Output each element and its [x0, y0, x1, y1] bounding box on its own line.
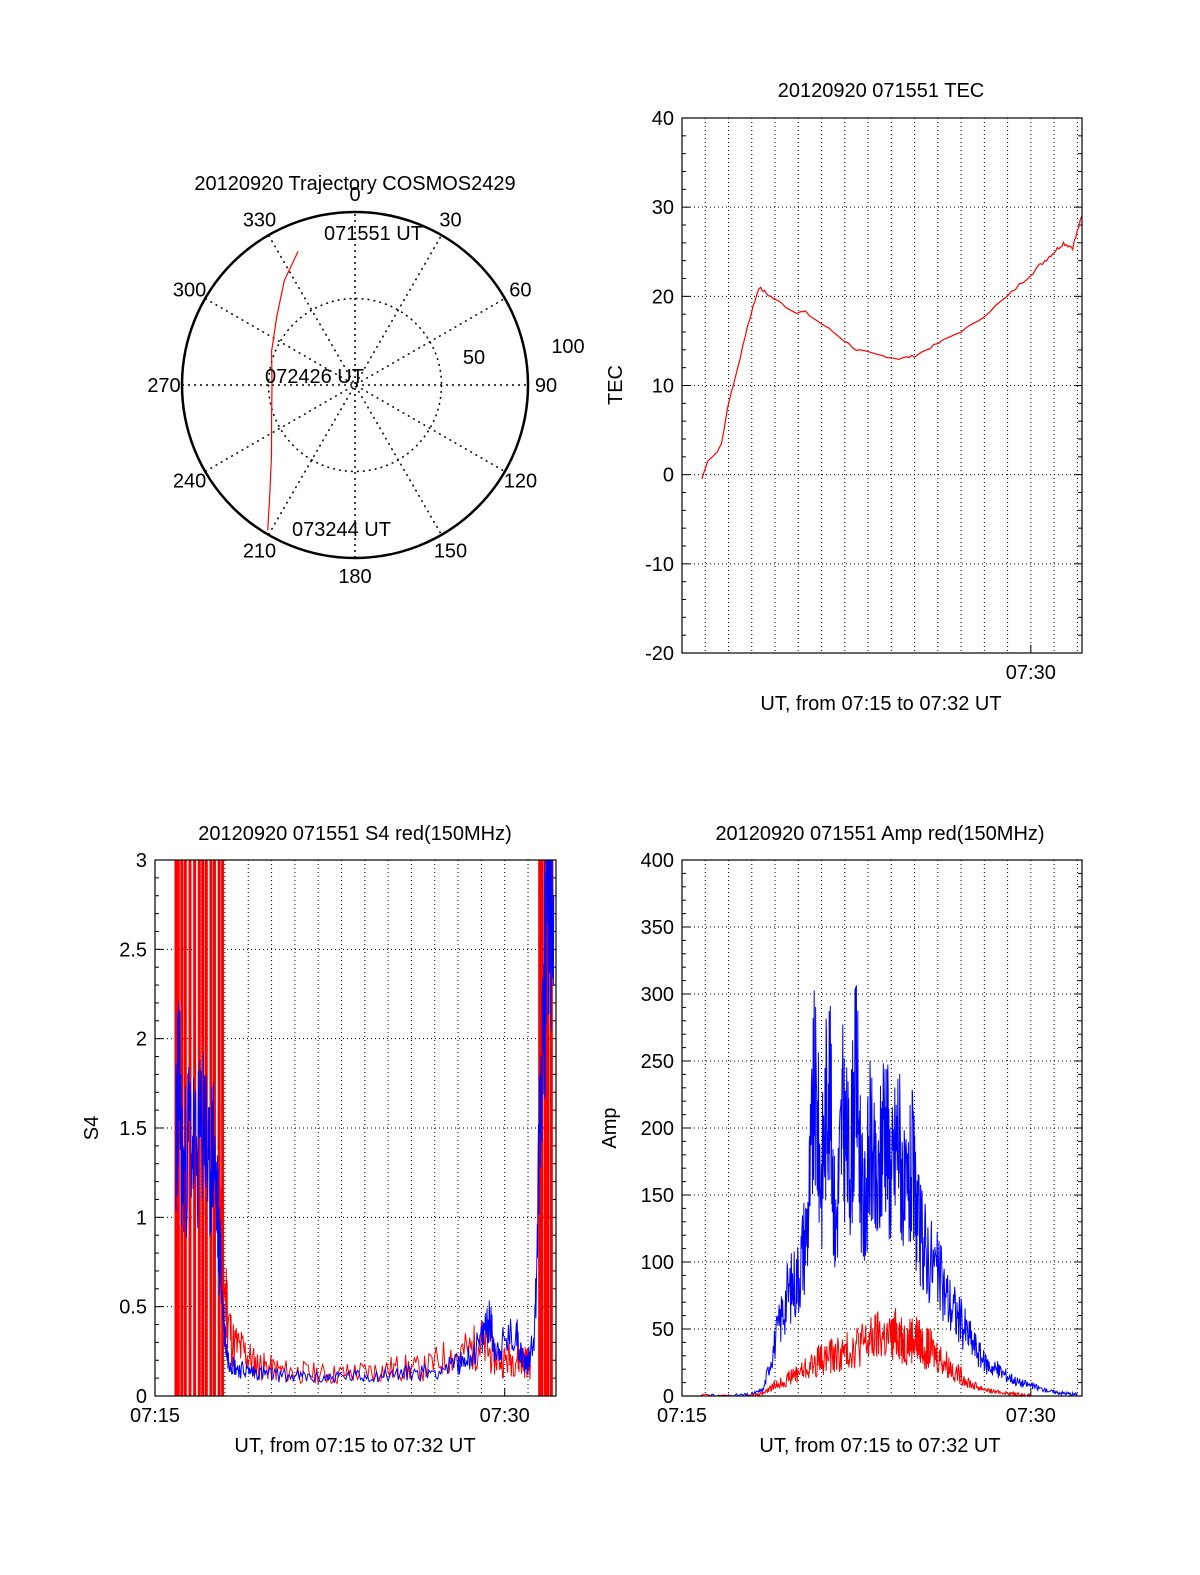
polar-azimuth-label: 210 — [243, 540, 276, 562]
y-tick-label: 1 — [136, 1207, 147, 1229]
polar-azimuth-label: 180 — [338, 566, 371, 588]
y-tick-label: 300 — [641, 984, 674, 1006]
tec-title: 20120920 071551 TEC — [778, 80, 984, 102]
amp-blue-series-line — [700, 985, 1078, 1398]
s4-red-series-line — [217, 1104, 531, 1385]
polar-azimuth-label: 30 — [439, 210, 461, 232]
x-tick-label: 07:15 — [130, 1405, 180, 1427]
polar-radial-label-50: 50 — [463, 347, 485, 369]
x-tick-label: 07:30 — [1006, 662, 1056, 684]
trajectory-polar-chart: 20120920 Trajectory COSMOS2429 0 30 60 90 12… — [147, 173, 584, 588]
gridlines — [682, 118, 1082, 653]
plot-border — [681, 117, 1083, 654]
y-tick-label: -20 — [645, 643, 674, 665]
y-tick-label: 0.5 — [119, 1297, 147, 1319]
y-tick-label: 50 — [652, 1319, 674, 1341]
y-tick-label: -10 — [645, 554, 674, 576]
y-tick-label: 100 — [641, 1252, 674, 1274]
polar-azimuth-label: 0 — [349, 184, 360, 206]
x-tick-label: 07:30 — [1006, 1405, 1056, 1427]
s4-xlabel: UT, from 07:15 to 07:32 UT — [234, 1435, 475, 1457]
plot-border — [154, 859, 557, 1397]
polar-azimuth-label: 240 — [173, 471, 206, 493]
tec-xlabel: UT, from 07:15 to 07:32 UT — [760, 693, 1001, 715]
y-tick-label: 3 — [136, 850, 147, 872]
y-tick-label: 0 — [663, 465, 674, 487]
s4-blue-series-line — [175, 859, 555, 1384]
polar-azimuth-label: 300 — [173, 280, 206, 302]
plot-border — [681, 859, 1083, 1397]
y-tick-label: 20 — [652, 286, 674, 308]
y-tick-label: 40 — [652, 108, 674, 130]
y-tick-label: 150 — [641, 1185, 674, 1207]
s4-chart: 20120920 071551 S4 red(150MHz) UT, from … — [81, 823, 557, 1457]
y-tick-label: 400 — [641, 850, 674, 872]
y-tick-label: 10 — [652, 376, 674, 398]
polar-radial-label-100: 100 — [551, 336, 584, 358]
y-tick-label: 2 — [136, 1029, 147, 1051]
y-tick-label: 0 — [136, 1386, 147, 1408]
trajectory-mid-time: 072426 UT — [265, 366, 364, 388]
polar-spoke — [204, 297, 506, 473]
tec-chart: 20120920 071551 TEC UT, from 07:15 to 07… — [605, 80, 1083, 715]
polar-azimuth-label: 330 — [243, 210, 276, 232]
y-tick-label: 250 — [641, 1051, 674, 1073]
amp-xlabel: UT, from 07:15 to 07:32 UT — [759, 1435, 1000, 1457]
y-tick-label: 350 — [641, 917, 674, 939]
polar-azimuth-label: 270 — [147, 375, 180, 397]
amp-ylabel: Amp — [599, 1107, 621, 1148]
amp-title: 20120920 071551 Amp red(150MHz) — [715, 823, 1044, 845]
tec-red-series-line — [701, 215, 1083, 480]
polar-azimuth-labels: 0 30 60 90 120 150 180 210 240 270 300 330 — [147, 184, 557, 588]
polar-spoke — [204, 297, 506, 473]
s4-ylabel: S4 — [81, 1116, 103, 1140]
polar-azimuth-label: 150 — [434, 540, 467, 562]
y-tick-label: 0 — [663, 1386, 674, 1408]
polar-grid — [180, 210, 530, 560]
y-tick-label: 30 — [652, 197, 674, 219]
amp-chart: 20120920 071551 Amp red(150MHz) UT, from… — [599, 823, 1083, 1457]
trajectory-title: 20120920 Trajectory COSMOS2429 — [194, 173, 515, 195]
trajectory-start-time: 071551 UT — [324, 223, 423, 245]
trajectory-curve — [267, 250, 299, 531]
x-tick-label: 07:15 — [657, 1405, 707, 1427]
y-tick-label: 200 — [641, 1118, 674, 1140]
polar-azimuth-label: 120 — [504, 471, 537, 493]
polar-spoke — [267, 234, 443, 536]
polar-spoke — [267, 234, 443, 536]
y-tick-label: 2.5 — [119, 939, 147, 961]
amp-red-series-line — [700, 1308, 1031, 1398]
trajectory-end-time: 073244 UT — [292, 519, 391, 541]
s4-title: 20120920 071551 S4 red(150MHz) — [198, 823, 512, 845]
polar-azimuth-label: 90 — [535, 375, 557, 397]
y-tick-label: 1.5 — [119, 1118, 147, 1140]
x-tick-label: 07:30 — [480, 1405, 530, 1427]
tec-ylabel: TEC — [605, 365, 627, 405]
polar-azimuth-label: 60 — [509, 280, 531, 302]
